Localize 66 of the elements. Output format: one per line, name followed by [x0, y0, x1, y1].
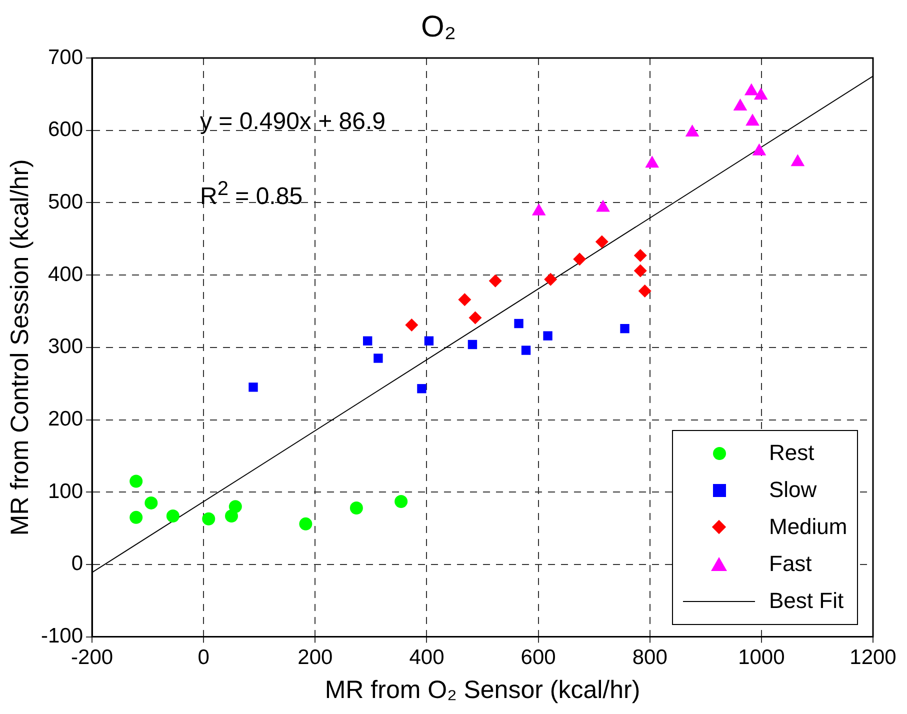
x-tick-label: 800	[632, 646, 668, 670]
point	[595, 235, 608, 248]
point	[202, 512, 216, 526]
y-tick-label: 500	[48, 190, 84, 214]
x-tick-label: 600	[520, 646, 556, 670]
legend-label: Best Fit	[769, 588, 844, 614]
point	[363, 336, 372, 346]
point	[130, 510, 143, 524]
point	[573, 252, 586, 266]
point	[754, 88, 768, 100]
y-tick-label: 300	[48, 335, 84, 358]
point	[544, 272, 558, 286]
point	[248, 382, 258, 392]
annotation: y = 0.490x + 86.9	[200, 108, 386, 136]
point	[130, 474, 143, 488]
x-tick-label: 200	[298, 646, 333, 670]
point	[299, 517, 312, 530]
legend-label: Medium	[769, 514, 848, 540]
x-tick-label: 0	[198, 646, 210, 670]
point	[634, 264, 647, 278]
chart-title: O₂	[421, 10, 456, 44]
y-tick-label: 100	[48, 480, 84, 503]
point	[746, 114, 760, 126]
y-axis-title: MR from Control Session (kcal/hr)	[6, 159, 34, 536]
point	[405, 318, 418, 332]
point	[634, 249, 647, 262]
point	[521, 346, 531, 355]
point	[144, 496, 158, 510]
y-tick-label: -100	[41, 624, 84, 648]
point	[350, 502, 363, 515]
x-tick-label: 1000	[738, 646, 785, 670]
point	[620, 324, 630, 334]
y-tick-label: 0	[71, 552, 84, 576]
point	[645, 156, 660, 168]
point	[685, 124, 700, 137]
point	[752, 143, 766, 156]
point	[744, 83, 758, 96]
point	[468, 311, 482, 324]
point	[424, 336, 434, 346]
point	[166, 509, 180, 522]
point	[543, 331, 552, 340]
point	[374, 354, 383, 363]
legend-label: Rest	[769, 440, 814, 466]
point	[417, 384, 426, 394]
legend-label: Fast	[769, 551, 812, 578]
point	[228, 500, 242, 514]
point	[488, 274, 502, 288]
y-tick-label: 700	[48, 46, 84, 69]
point	[638, 284, 652, 298]
point	[458, 293, 472, 306]
legend-label: Slow	[769, 477, 817, 504]
point	[596, 200, 610, 212]
x-tick-label: -200	[71, 646, 114, 670]
x-tick-label: 1200	[850, 646, 896, 670]
y-tick-label: 600	[48, 118, 84, 142]
point	[733, 98, 748, 110]
point	[394, 495, 408, 508]
x-axis-title: MR from O₂ Sensor (kcal/hr)	[324, 676, 640, 704]
point	[790, 154, 805, 166]
y-tick-label: 400	[48, 262, 84, 286]
point	[514, 318, 524, 328]
point	[468, 340, 478, 350]
annotation: R$^{2}$ = 0.85	[200, 178, 303, 211]
point	[532, 203, 546, 216]
x-tick-label: 400	[409, 646, 444, 670]
y-tick-label: 200	[48, 408, 84, 431]
